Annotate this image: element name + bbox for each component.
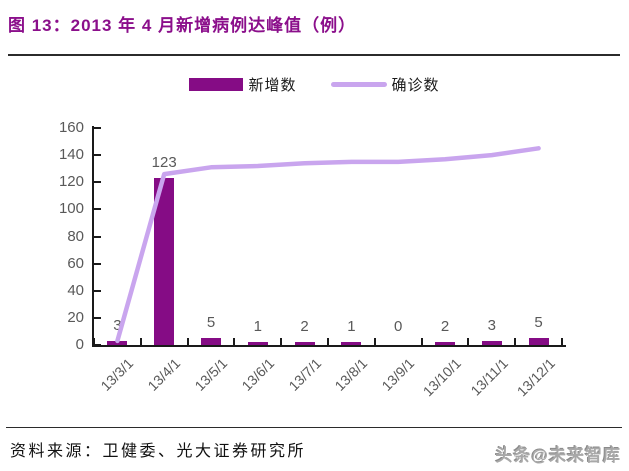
x-axis-tick (280, 338, 283, 345)
y-axis-tick (94, 208, 101, 211)
title-divider (8, 54, 620, 56)
legend-label-confirmed: 确诊数 (391, 77, 440, 94)
bar-value-label: 1 (347, 318, 356, 335)
y-axis-label: 100 (58, 200, 84, 218)
x-axis-tick (420, 338, 423, 345)
bar (201, 338, 221, 345)
bar-value-label: 3 (487, 317, 496, 334)
y-axis-tick (94, 181, 101, 184)
x-axis-tick (514, 338, 517, 345)
x-axis-tick (93, 338, 95, 345)
x-axis-tick (233, 338, 236, 345)
bar (528, 338, 549, 345)
x-axis-tick (467, 338, 470, 345)
bar-series-swatch-icon (189, 78, 244, 91)
x-axis-line (92, 345, 566, 347)
x-axis-label: 13/4/1 (144, 355, 184, 394)
bar (341, 342, 362, 345)
y-axis-label: 20 (67, 308, 84, 326)
y-axis-tick (94, 127, 101, 129)
bar (481, 341, 502, 345)
line-series-swatch-icon (330, 82, 387, 87)
bar (247, 342, 268, 345)
bar (294, 342, 315, 345)
x-axis-label: 13/11/1 (467, 355, 512, 399)
x-axis-tick (139, 338, 142, 345)
x-axis-label: 13/3/1 (97, 355, 137, 394)
y-axis-label: 60 (67, 254, 84, 272)
y-axis-tick (94, 262, 101, 265)
y-axis-label: 80 (67, 227, 84, 245)
figure-title: 图 13：2013 年 4 月新增病例达峰值（例） (8, 16, 357, 35)
y-axis-tick (94, 235, 101, 238)
x-axis-label: 13/9/1 (378, 355, 418, 394)
watermark: 头条@未来智库 (495, 446, 621, 465)
confirmed-cases-polyline (115, 146, 541, 344)
x-axis-label: 13/6/1 (238, 355, 278, 394)
x-axis-tick (561, 338, 563, 345)
bar-value-label: 2 (300, 318, 309, 335)
x-axis-label: 13/10/1 (419, 355, 465, 400)
x-axis-label: 13/7/1 (285, 355, 324, 394)
x-axis-label: 13/5/1 (191, 355, 231, 394)
bar-value-label: 3 (113, 317, 122, 334)
x-axis-tick (186, 338, 189, 345)
y-axis-tick (94, 316, 101, 319)
bar (435, 342, 455, 345)
y-axis-label: 140 (58, 146, 84, 164)
bar (154, 178, 175, 345)
bar-value-label: 123 (151, 154, 177, 171)
y-axis-tick (94, 154, 101, 157)
legend-item-confirmed: 确诊数 (330, 74, 440, 95)
x-axis-tick (327, 338, 329, 345)
bar-value-label: 5 (206, 314, 216, 331)
bar-value-label: 1 (253, 318, 262, 335)
legend-item-new-cases: 新增数 (189, 74, 296, 95)
y-axis-label: 40 (67, 281, 84, 299)
y-axis-tick (94, 344, 101, 346)
y-axis-line (92, 126, 94, 347)
legend-label-new-cases: 新增数 (248, 77, 297, 94)
x-axis-label: 13/12/1 (513, 355, 558, 400)
confirmed-cases-line (115, 146, 541, 344)
x-axis-label: 13/8/1 (331, 355, 371, 394)
footer-divider (6, 427, 622, 428)
bar-value-label: 2 (440, 318, 450, 335)
y-axis-label: 0 (75, 336, 84, 353)
y-axis-label: 120 (58, 173, 84, 191)
source-note: 资料来源：卫健委、光大证券研究所 (10, 443, 307, 460)
y-axis-label: 160 (58, 119, 84, 136)
bar-value-label: 5 (534, 314, 543, 331)
chart-legend: 新增数 确诊数 (0, 74, 629, 95)
y-axis-tick (94, 289, 101, 292)
x-axis-tick (373, 338, 376, 345)
bar-value-label: 0 (394, 318, 403, 335)
